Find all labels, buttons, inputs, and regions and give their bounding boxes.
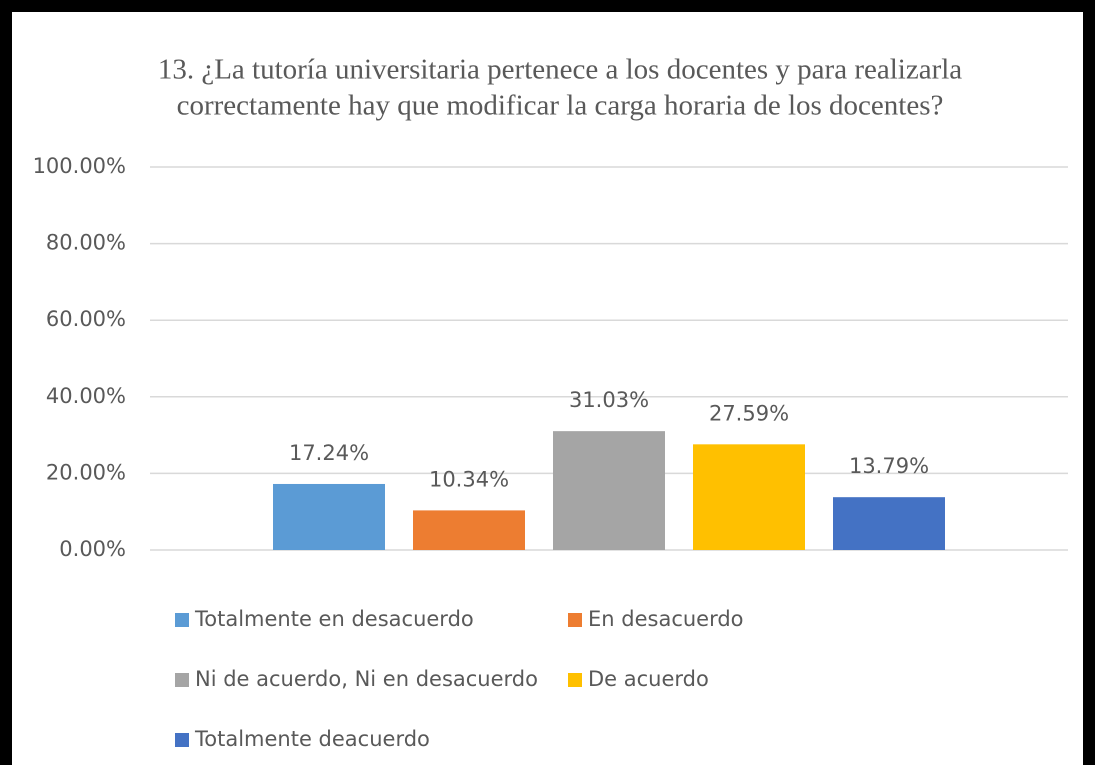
legend-swatch	[175, 733, 189, 747]
y-tick-label: 80.00%	[46, 231, 126, 255]
legend-swatch	[175, 613, 189, 627]
bar	[273, 483, 385, 550]
y-tick-label: 0.00%	[59, 537, 126, 561]
data-label: 27.59%	[709, 401, 789, 425]
data-label: 10.34%	[429, 467, 509, 491]
y-tick-label: 20.00%	[46, 460, 126, 484]
data-label: 13.79%	[849, 454, 929, 478]
y-tick-label: 40.00%	[46, 384, 126, 408]
legend-swatch	[568, 613, 582, 627]
bar	[553, 431, 665, 550]
bar	[693, 444, 805, 550]
legend-label: De acuerdo	[588, 667, 709, 691]
y-tick-label: 60.00%	[46, 307, 126, 331]
bar	[833, 497, 945, 550]
legend-label: Totalmente en desacuerdo	[194, 607, 474, 631]
data-label: 17.24%	[289, 441, 369, 465]
data-label: 31.03%	[569, 388, 649, 412]
legend-label: Ni de acuerdo, Ni en desacuerdo	[195, 667, 538, 691]
legend-label: En desacuerdo	[588, 607, 744, 631]
chart-subtitle: correctamente hay que modificar la carga…	[177, 90, 944, 122]
legend-swatch	[175, 673, 189, 687]
chart-title: 13. ¿La tutoría universitaria pertenece …	[158, 54, 962, 86]
bar	[413, 510, 525, 550]
legend-label: Totalmente deacuerdo	[194, 727, 430, 751]
legend-swatch	[568, 673, 582, 687]
y-tick-label: 100.00%	[33, 154, 126, 178]
